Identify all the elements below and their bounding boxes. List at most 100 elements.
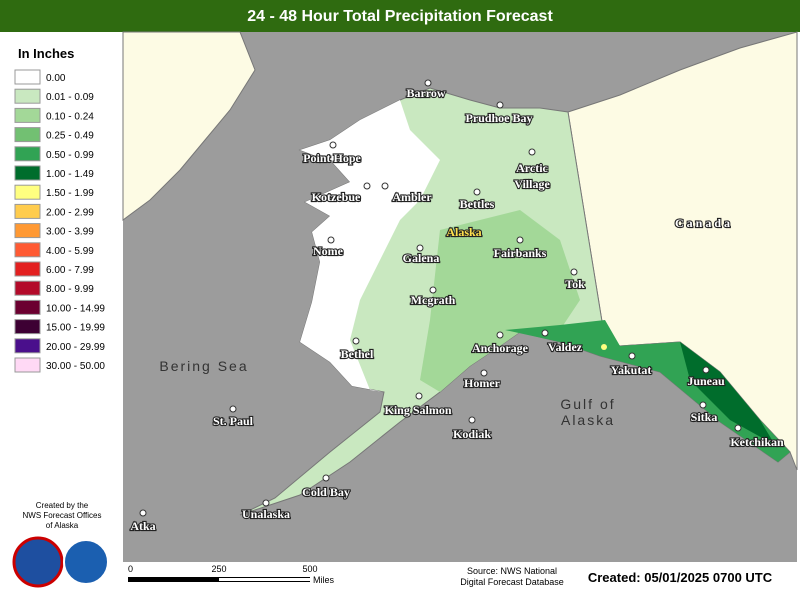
legend-swatch [14, 127, 41, 143]
city-dot [416, 244, 424, 252]
dry-area [300, 100, 440, 392]
legend-label: 3.00 - 3.99 [46, 227, 94, 238]
city-dot [480, 369, 488, 377]
city-label: Unalaska [242, 507, 290, 521]
legend-label: 10.00 - 14.99 [46, 303, 105, 314]
legend-label: 0.10 - 0.24 [46, 111, 94, 122]
city-dot [322, 474, 330, 482]
city-label: Yakutat [611, 363, 652, 377]
legend-swatch [14, 223, 41, 239]
scale-label: 500 [302, 564, 317, 574]
city-dot [381, 182, 389, 190]
city-dot [702, 366, 710, 374]
legend-label: 0.25 - 0.49 [46, 131, 94, 142]
sea-label: Bering Sea [159, 358, 248, 374]
city-label: Juneau [687, 374, 725, 388]
map [122, 31, 798, 562]
city-dot [352, 337, 360, 345]
city-dot [327, 236, 335, 244]
legend-swatch [14, 203, 41, 219]
city-dot [329, 141, 337, 149]
source: Digital Forecast Database [460, 577, 564, 587]
legend-swatch [14, 69, 41, 85]
city-dot [139, 509, 147, 517]
credit: of Alaska [46, 521, 79, 530]
scale-rect [219, 578, 310, 581]
legend-swatch [14, 357, 41, 373]
gulf-label: Alaska [561, 412, 615, 428]
city-label: St. Paul [213, 414, 254, 428]
legend-swatch [14, 107, 41, 123]
city-label: Prudhoe Bay [465, 111, 532, 125]
city-dot [496, 101, 504, 109]
legend-label: 0.50 - 0.99 [46, 150, 94, 161]
country-label: Canada [675, 216, 733, 230]
city-label: King Salmon [384, 403, 451, 417]
legend-label: 0.01 - 0.09 [46, 92, 94, 103]
city-label: Mcgrath [411, 293, 456, 307]
labels: Canada Bering Sea Gulf of Alaska Alaska … [129, 79, 785, 534]
legend-swatch [14, 280, 41, 296]
gulf-label: Gulf of [560, 396, 615, 412]
city-dot [734, 424, 742, 432]
scale-unit: Miles [313, 575, 335, 585]
legend-label: 4.00 - 5.99 [46, 246, 94, 257]
city-dot [229, 405, 237, 413]
legend-label: 1.00 - 1.49 [46, 169, 94, 180]
legend-swatch [14, 319, 41, 335]
legend-label: 20.00 - 29.99 [46, 342, 105, 353]
legend-swatch [14, 299, 41, 315]
city-label: Atka [130, 519, 155, 533]
city-dot [699, 401, 707, 409]
legend: In Inches 0.00 0.01 - 0.09 0.10 - 0.24 0.25… [14, 46, 105, 373]
created: Created: 05/01/2025 0700 UTC [588, 570, 773, 585]
city-dot [528, 148, 536, 156]
legend-swatch [14, 146, 41, 162]
city-label: Arctic [516, 161, 548, 175]
city-label: Village [514, 177, 550, 191]
city-dot [262, 499, 270, 507]
legend-label: 15.00 - 19.99 [46, 323, 105, 334]
noaa-logo [63, 539, 109, 585]
city-dot [415, 392, 423, 400]
city-label: Barrow [406, 86, 445, 100]
city-dot [628, 352, 636, 360]
city-label: Kotzebue [312, 190, 361, 204]
city-label: Point Hope [303, 151, 361, 165]
legend-swatch [14, 184, 41, 200]
city-dot [496, 331, 504, 339]
title: 24 - 48 Hour Total Precipitation Forecas… [247, 8, 553, 25]
city-label: Ambler [392, 190, 432, 204]
city-label: Bettles [460, 197, 495, 211]
legend-swatch [14, 88, 41, 104]
legend-swatch [14, 242, 41, 258]
legend-label: 6.00 - 7.99 [46, 265, 94, 276]
city-dot [516, 236, 524, 244]
city-label: Nome [313, 244, 344, 258]
scale-bar: 0 250 500 Miles [128, 564, 335, 585]
scale-label: 250 [211, 564, 226, 574]
city-label: Tok [565, 277, 585, 291]
city-label: Ketchikan [730, 435, 784, 449]
legend-swatch [14, 165, 41, 181]
legend-label: 1.50 - 1.99 [46, 188, 94, 199]
city-dot [424, 79, 432, 87]
nws-logo [12, 536, 64, 588]
city-label: Cold Bay [302, 485, 350, 499]
scale-label: 0 [128, 564, 133, 574]
source: Source: NWS National [467, 566, 557, 576]
legend-swatch [14, 338, 41, 354]
city-dot [541, 329, 549, 337]
heavy-spot [601, 344, 607, 350]
legend-label: 8.00 - 9.99 [46, 284, 94, 295]
city-label: Valdez [548, 340, 583, 354]
city-dot [429, 286, 437, 294]
wet-area [420, 210, 580, 392]
legend-title: In Inches [18, 46, 74, 61]
credit: NWS Forecast Offices [23, 511, 102, 520]
legend-swatch [14, 261, 41, 277]
city-label: Fairbanks [494, 246, 547, 260]
city-label: Homer [464, 376, 501, 390]
city-label: Anchorage [472, 341, 529, 355]
